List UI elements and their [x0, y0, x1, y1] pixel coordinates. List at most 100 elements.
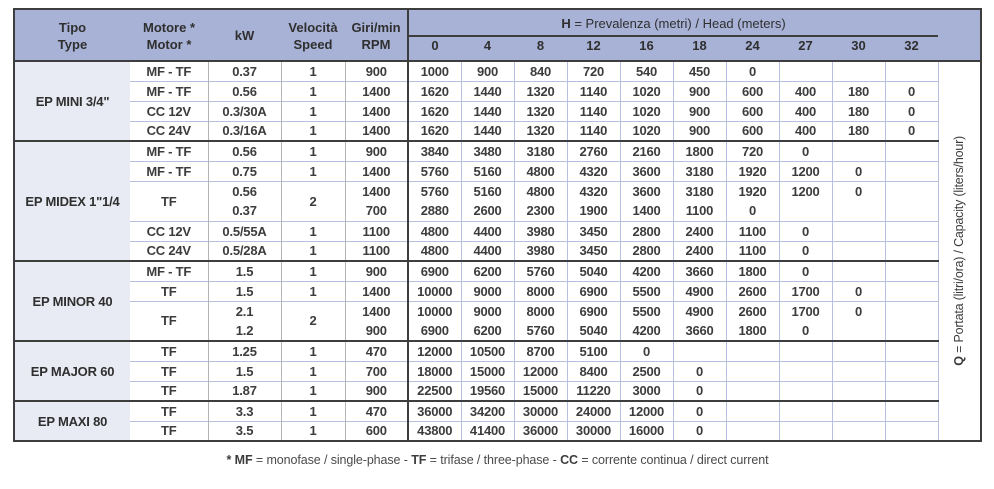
- capacity-cell: 5100: [566, 340, 620, 361]
- table-row: EP MAJOR 60 TF 1.25 1 470 12000 10500 8700 5100 0: [14, 340, 981, 401]
- capacity-cell: 22500: [407, 380, 461, 401]
- capacity-cell: [884, 400, 939, 421]
- head-value-0: 0: [407, 36, 461, 62]
- rpm-cell: 1400: [344, 160, 408, 181]
- capacity-cell: 1440: [460, 120, 514, 141]
- capacity-cell: 4800: [513, 160, 567, 181]
- capacity-cell: [831, 380, 885, 401]
- kw-cell: 0.75: [207, 160, 281, 181]
- table-row: 0.37 700 2880 2600 2300 1900 1400 1100 0: [14, 201, 981, 221]
- capacity-cell: 36000: [407, 400, 461, 421]
- motor-cell: TF: [130, 400, 208, 421]
- capacity-cell: 450: [672, 60, 726, 81]
- table-row: CC 12V 0.5/55A 1 1100 4800 4400 3980 3450 2800 24…: [14, 220, 981, 241]
- speed-cell: 1: [280, 380, 345, 401]
- motor-cell: TF: [130, 340, 208, 361]
- capacity-cell: [831, 140, 885, 161]
- rpm-cell: 1400: [344, 280, 408, 301]
- motor-cell: MF - TF: [130, 80, 208, 101]
- footnote: * MF = monofase / single-phase - TF = tr…: [13, 453, 982, 467]
- rpm-cell: 470: [344, 400, 408, 421]
- capacity-cell: 400: [778, 100, 832, 121]
- footnote-cc-text: = corrente continua / direct current: [577, 453, 769, 467]
- motor-cell: TF: [130, 280, 208, 301]
- capacity-cell: 2400: [672, 220, 726, 241]
- motor-cell: CC 24V: [130, 120, 208, 141]
- capacity-cell: [778, 380, 832, 401]
- table-row: TF 1.87 1 900 22500 19560 15000 11220 3000 0: [14, 380, 981, 401]
- speed-cell: 1: [280, 100, 345, 121]
- table-row: MF - TF 0.56 1 1400 1620 1440 1320 1140 1020 900 6…: [14, 80, 981, 101]
- capacity-cell: 9000: [460, 300, 514, 321]
- capacity-cell: [884, 260, 939, 281]
- capacity-cell: 2800: [619, 240, 673, 261]
- speed-cell: 1: [280, 260, 345, 281]
- speed-cell: 1: [280, 280, 345, 301]
- capacity-cell: 4400: [460, 240, 514, 261]
- capacity-cell: [725, 420, 779, 441]
- capacity-cell: 1140: [566, 120, 620, 141]
- motor-cell: CC 24V: [130, 240, 208, 261]
- q-axis-symbol: Q: [952, 356, 967, 366]
- capacity-cell: 0: [884, 120, 939, 141]
- capacity-cell: 8000: [513, 280, 567, 301]
- kw-cell: 1.5: [207, 260, 281, 281]
- kw-cell: 1.2: [207, 321, 281, 341]
- col-header-speed: Velocità Speed: [281, 9, 345, 62]
- head-value-1: 4: [461, 36, 514, 62]
- speed-cell: 1: [280, 120, 345, 141]
- capacity-cell: 8000: [513, 300, 567, 321]
- capacity-cell: 30000: [566, 420, 620, 441]
- capacity-cell: 1020: [619, 120, 673, 141]
- capacity-cell: 1800: [725, 260, 779, 281]
- capacity-cell: [884, 201, 939, 221]
- catalog-page: Tipo Type Motore * Motor * kW Velocità S…: [13, 8, 983, 467]
- capacity-cell: [884, 380, 939, 401]
- capacity-cell: [778, 340, 832, 361]
- kw-cell: 0.3/16A: [207, 120, 281, 141]
- capacity-cell: 5760: [407, 160, 461, 181]
- capacity-cell: 900: [672, 100, 726, 121]
- capacity-cell: 0: [778, 321, 832, 341]
- capacity-cell: [778, 60, 832, 81]
- capacity-cell: 2300: [513, 201, 567, 221]
- kw-cell: 0.5/28A: [207, 240, 281, 261]
- rpm-cell: 1400: [344, 100, 408, 121]
- capacity-cell: 1920: [725, 180, 779, 201]
- capacity-cell: [725, 400, 779, 421]
- capacity-cell: 180: [831, 100, 885, 121]
- capacity-cell: 1920: [725, 160, 779, 181]
- table-body: EP MINI 3/4" MF - TF 0.37 1 900 1000 900 840 720…: [14, 60, 982, 441]
- capacity-cell: 4800: [513, 180, 567, 201]
- capacity-cell: [778, 420, 832, 441]
- rpm-cell: 1400: [344, 120, 408, 141]
- capacity-cell: 1000: [407, 60, 461, 81]
- q-axis-text: = Portata (litri/ora) / Capacity (liters…: [952, 136, 967, 357]
- capacity-cell: 4800: [407, 220, 461, 241]
- col-header-speed-line2: Speed: [293, 36, 333, 52]
- capacity-cell: 1900: [566, 201, 620, 221]
- kw-cell: 1.25: [207, 340, 281, 361]
- kw-cell: 0.5/55A: [207, 220, 281, 241]
- col-header-motor-line1: Motore *: [143, 20, 195, 36]
- capacity-cell: [831, 60, 885, 81]
- capacity-cell: 0: [672, 360, 726, 381]
- capacity-cell: 400: [778, 80, 832, 101]
- capacity-cell: 10000: [407, 280, 461, 301]
- q-axis-cell: Q = Portata (litri/ora) / Capacity (lite…: [937, 60, 982, 441]
- q-axis-label: Q = Portata (litri/ora) / Capacity (lite…: [952, 136, 966, 366]
- footnote-cc-label: CC: [560, 453, 578, 467]
- rpm-cell: 700: [344, 360, 408, 381]
- capacity-cell: 5760: [513, 321, 567, 341]
- capacity-cell: [884, 300, 939, 321]
- rpm-cell: 1100: [344, 220, 408, 241]
- capacity-cell: [831, 400, 885, 421]
- capacity-cell: 2160: [619, 140, 673, 161]
- capacity-cell: 400: [778, 120, 832, 141]
- col-header-rpm-line1: Giri/min: [351, 20, 401, 36]
- capacity-cell: 2880: [407, 201, 461, 221]
- capacity-cell: [831, 260, 885, 281]
- rpm-cell: 600: [344, 420, 408, 441]
- capacity-cell: 6200: [460, 321, 514, 341]
- capacity-cell: 6900: [407, 321, 461, 341]
